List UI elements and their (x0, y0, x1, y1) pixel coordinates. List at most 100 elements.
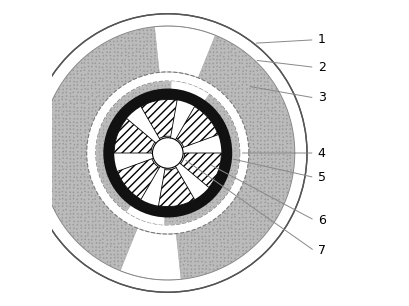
Circle shape (272, 113, 274, 115)
Circle shape (238, 77, 240, 79)
Circle shape (65, 217, 67, 219)
Circle shape (73, 169, 75, 170)
Circle shape (121, 36, 122, 38)
Circle shape (88, 191, 89, 193)
Circle shape (146, 261, 148, 263)
Circle shape (286, 140, 288, 142)
Circle shape (69, 139, 71, 141)
Circle shape (121, 260, 123, 262)
Circle shape (234, 92, 236, 94)
Circle shape (274, 140, 276, 142)
Circle shape (169, 58, 171, 60)
Circle shape (102, 67, 103, 68)
Circle shape (87, 184, 89, 186)
Circle shape (65, 144, 67, 145)
Circle shape (59, 165, 61, 167)
Circle shape (208, 228, 210, 230)
Circle shape (165, 33, 167, 35)
Circle shape (113, 44, 115, 46)
Circle shape (154, 275, 155, 277)
Circle shape (245, 250, 247, 252)
Circle shape (70, 132, 72, 134)
Circle shape (114, 199, 115, 200)
Circle shape (136, 67, 137, 68)
Circle shape (249, 176, 251, 177)
Circle shape (61, 96, 63, 98)
Circle shape (121, 99, 122, 101)
Circle shape (120, 235, 122, 237)
Circle shape (76, 88, 78, 90)
Circle shape (70, 95, 72, 97)
Circle shape (99, 209, 100, 211)
Circle shape (43, 154, 45, 156)
Circle shape (191, 250, 192, 252)
Circle shape (164, 275, 166, 277)
Circle shape (169, 63, 171, 65)
Circle shape (61, 114, 63, 115)
Circle shape (88, 129, 90, 130)
Circle shape (76, 125, 78, 127)
Circle shape (143, 242, 144, 244)
Circle shape (260, 144, 262, 145)
Circle shape (102, 150, 103, 152)
Circle shape (84, 96, 86, 98)
Circle shape (88, 58, 89, 60)
Circle shape (135, 95, 137, 97)
Circle shape (114, 107, 115, 108)
Circle shape (234, 242, 236, 244)
Circle shape (157, 239, 159, 241)
Circle shape (121, 44, 123, 46)
Circle shape (282, 177, 284, 178)
Circle shape (172, 221, 173, 222)
Circle shape (66, 157, 68, 159)
Circle shape (70, 176, 71, 178)
Circle shape (165, 62, 167, 64)
Circle shape (73, 73, 74, 75)
Circle shape (51, 136, 53, 137)
Circle shape (113, 243, 115, 245)
Circle shape (183, 272, 185, 274)
Circle shape (180, 62, 181, 64)
Circle shape (58, 177, 60, 178)
Circle shape (184, 275, 185, 277)
Circle shape (87, 84, 89, 86)
Circle shape (216, 40, 218, 42)
Circle shape (70, 88, 72, 90)
Circle shape (283, 154, 285, 156)
Circle shape (84, 66, 85, 68)
Circle shape (249, 155, 250, 156)
Circle shape (121, 257, 122, 259)
Circle shape (187, 235, 189, 237)
Circle shape (147, 66, 148, 68)
Circle shape (80, 99, 82, 101)
Circle shape (120, 198, 122, 200)
Circle shape (275, 92, 276, 94)
Circle shape (257, 111, 259, 112)
Circle shape (180, 265, 181, 267)
Circle shape (96, 96, 97, 98)
Circle shape (173, 246, 174, 248)
Circle shape (154, 62, 155, 64)
Circle shape (151, 48, 152, 50)
Circle shape (120, 67, 122, 68)
Circle shape (150, 239, 152, 241)
Circle shape (238, 59, 240, 61)
Circle shape (175, 84, 177, 86)
Circle shape (83, 81, 85, 83)
Circle shape (250, 220, 252, 222)
Circle shape (190, 272, 192, 274)
Circle shape (118, 265, 119, 267)
Circle shape (198, 209, 200, 211)
Circle shape (72, 140, 74, 142)
Circle shape (99, 62, 100, 64)
Circle shape (76, 154, 78, 156)
Circle shape (58, 191, 60, 193)
Circle shape (88, 216, 90, 218)
Circle shape (143, 265, 145, 267)
Circle shape (114, 99, 221, 207)
Circle shape (275, 165, 277, 167)
Circle shape (245, 227, 247, 229)
Circle shape (95, 249, 97, 251)
Circle shape (239, 228, 240, 230)
Circle shape (286, 169, 288, 171)
